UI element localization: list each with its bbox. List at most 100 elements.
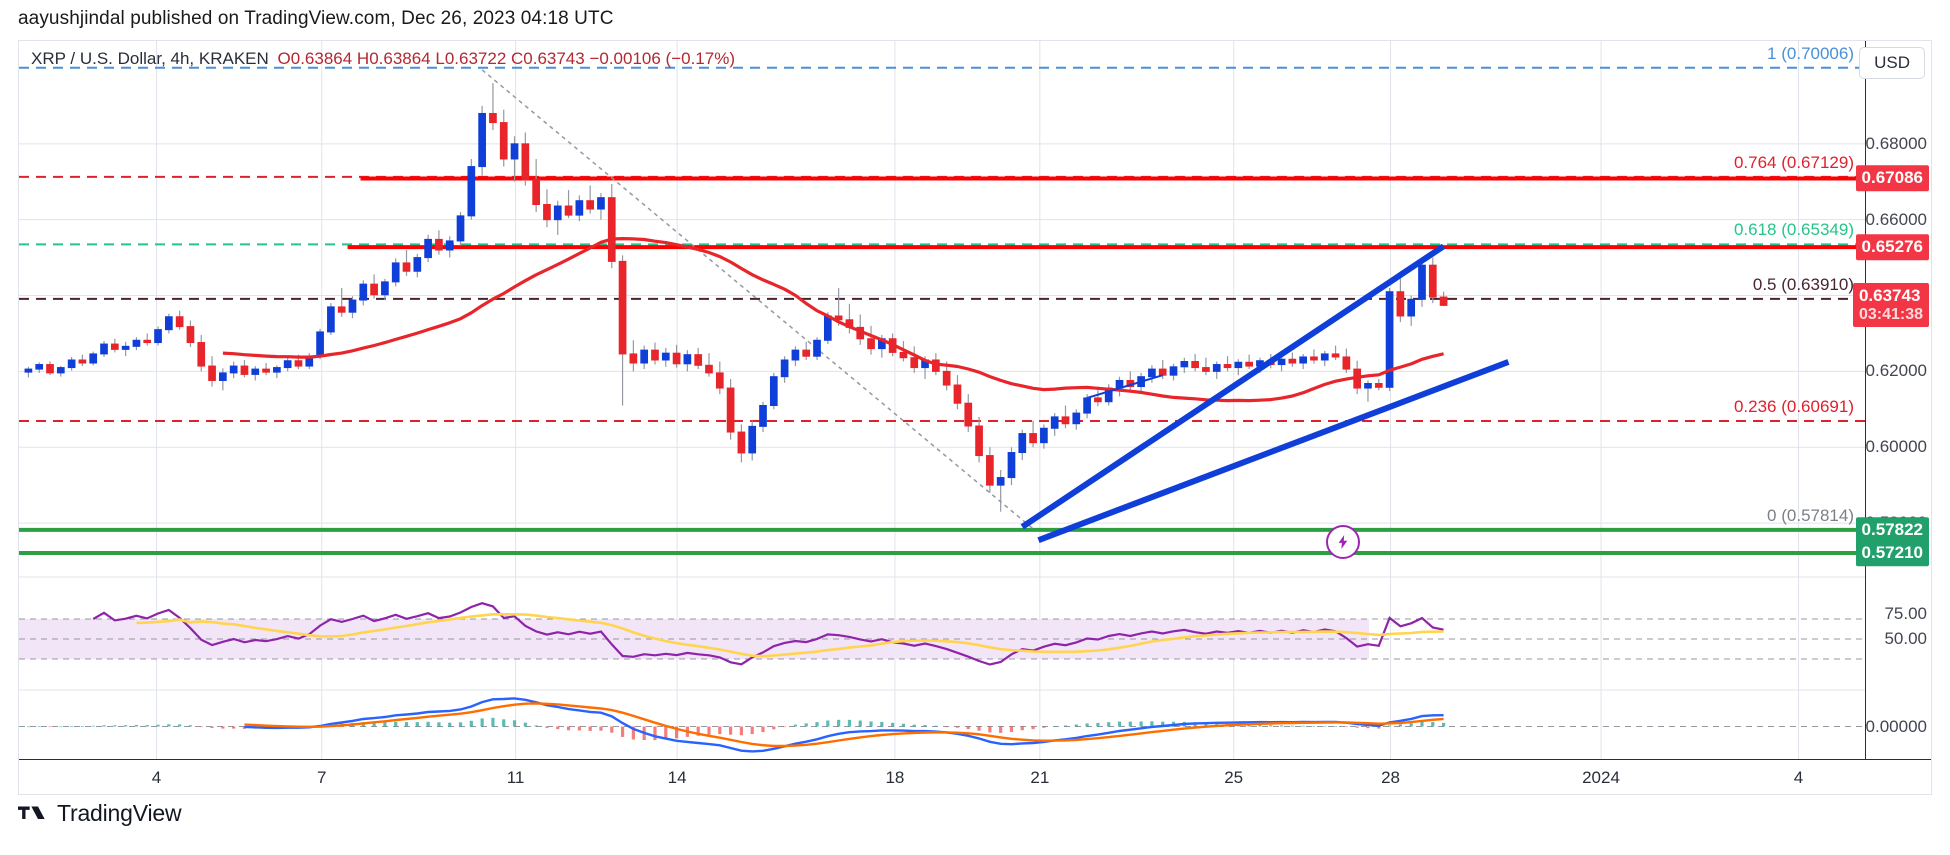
time-label-18: 18 [885,768,905,787]
candle [56,367,65,374]
candle [780,359,789,378]
candle [175,316,184,328]
candle [553,205,562,221]
publish-header: aayushjindal published on TradingView.co… [0,0,1950,38]
fib-label-fib-05: 0.5 (0.63910) [1752,274,1854,294]
alert-bolt-icon[interactable] [1325,525,1360,560]
candle [67,359,76,369]
candle [186,326,195,344]
candle [1277,358,1286,366]
time-label-4: 4 [151,768,162,787]
candle [110,343,119,350]
candle [1288,358,1297,364]
candle [1396,291,1405,317]
time-label-25: 25 [1224,768,1244,787]
candlestick-series [24,83,1448,512]
candle [370,283,378,296]
candle [381,281,389,296]
candle [1072,412,1081,425]
horizontal-rays [19,176,1865,556]
candle [316,331,324,357]
candle [986,455,994,486]
candle [337,306,346,313]
price-plot-area[interactable]: XRP / U.S. Dollar, 4h, KRAKEN O0.63864 H… [19,41,1865,759]
time-label-4: 4 [1793,768,1804,787]
candle [1007,452,1016,479]
candle [737,431,746,454]
tradingview-mark-icon [18,806,45,819]
time-label-28: 28 [1381,768,1401,787]
currency-badge[interactable]: USD [1859,47,1925,79]
fib-label-fib-0764: 0.764 (0.67129) [1733,152,1854,172]
candle [456,215,465,242]
fib-label-fib-0: 0 (0.57814) [1767,506,1854,526]
candle [942,370,951,386]
fib-label-fib-0618: 0.618 (0.65349) [1733,220,1854,240]
candle [467,166,476,217]
candle [283,360,292,369]
candle [575,200,584,216]
candle [262,368,270,373]
candle [154,329,162,344]
price-tick-0.68000: 0.68000 [1865,133,1927,153]
candle [89,353,98,364]
chart-canvas [19,41,1865,759]
candle [1407,298,1416,317]
candle [359,283,368,301]
resistance-tag-067086[interactable]: 0.67086 [1855,165,1929,192]
last-price-tag[interactable]: 0.63743 03:41:38 [1852,283,1929,328]
candle [1191,361,1199,369]
fib-label-fib-0236: 0.236 (0.60691) [1733,397,1854,416]
candle [1331,353,1340,358]
candle [510,143,519,160]
support-tag-057210[interactable]: 0.57210 [1855,540,1929,566]
price-tick-0.62000: 0.62000 [1865,361,1927,381]
candle [143,339,152,344]
candle [35,364,44,370]
candle [618,260,627,355]
price-tick-0.60000: 0.60000 [1865,437,1927,457]
candle [219,372,227,381]
candle [273,367,281,373]
candle [1029,433,1037,444]
channel-mid [1086,374,1164,399]
candle [1385,291,1394,388]
candle [445,240,454,251]
chart-frame: XRP / U.S. Dollar, 4h, KRAKEN O0.63864 H… [18,40,1932,795]
time-scale[interactable]: 4 7 11 14 18 21 25 28 2024 4 [19,759,1931,794]
candle [867,338,875,350]
channel-lower [1020,243,1446,530]
candle [46,364,54,374]
candle [1374,383,1383,388]
candle [543,203,551,221]
price-scale[interactable]: USD 0.680000.660000.640000.620000.600000… [1852,41,1931,759]
candle [672,352,681,365]
osc-tick-75.00: 75.00 [1884,604,1927,623]
candle [813,339,821,357]
macd-tick-0: 0.00000 [1865,716,1927,736]
candle [521,143,530,180]
candle [1148,368,1156,378]
candle [975,425,983,457]
candle [532,178,540,205]
candle [640,349,649,364]
resistance-tag-065276[interactable]: 0.65276 [1855,234,1929,260]
candle [791,349,800,361]
fib-label-fib-1: 1 (0.70006) [1767,43,1854,63]
tradingview-logo: TradingView [18,800,182,827]
candle [348,299,357,313]
candle [834,315,843,321]
candle [705,364,713,374]
time-label-2024: 2024 [1582,768,1620,787]
candle [1169,366,1178,376]
candle [964,402,973,427]
candle [759,405,767,427]
candle [499,122,508,160]
macd-signal-line [244,702,1444,748]
rsi-ma-line [136,613,1444,658]
publish-text: aayushjindal published on TradingView.co… [18,8,614,29]
candle [294,360,303,367]
candle [413,257,422,272]
candle [1299,356,1308,364]
support-tag-057822[interactable]: 0.57822 [1855,517,1929,543]
